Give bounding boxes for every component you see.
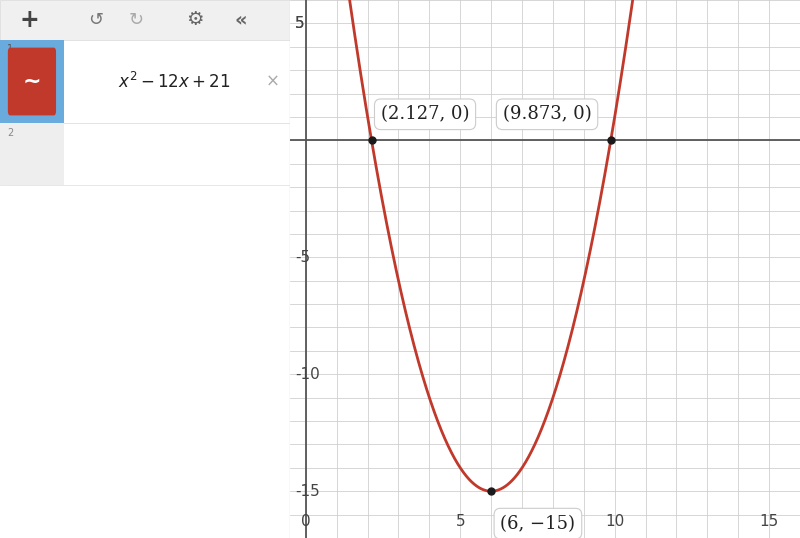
FancyBboxPatch shape — [0, 123, 290, 185]
Text: (9.873, 0): (9.873, 0) — [502, 105, 591, 123]
FancyBboxPatch shape — [0, 123, 64, 185]
Text: ↻: ↻ — [129, 11, 144, 29]
FancyBboxPatch shape — [0, 0, 290, 40]
Text: ↺: ↺ — [88, 11, 103, 29]
Text: (6, −15): (6, −15) — [501, 515, 575, 533]
Text: +: + — [19, 8, 39, 32]
Text: ×: × — [266, 73, 280, 90]
Text: 15: 15 — [759, 514, 778, 529]
Text: ~: ~ — [22, 72, 42, 91]
Text: 10: 10 — [605, 514, 624, 529]
FancyBboxPatch shape — [0, 40, 290, 123]
FancyBboxPatch shape — [8, 48, 56, 116]
Text: 0: 0 — [301, 514, 310, 529]
Text: 5: 5 — [295, 16, 305, 31]
Text: 5: 5 — [455, 514, 465, 529]
FancyBboxPatch shape — [0, 40, 64, 123]
Text: (2.127, 0): (2.127, 0) — [381, 105, 470, 123]
Text: ⚙: ⚙ — [186, 10, 203, 30]
Text: -5: -5 — [295, 250, 310, 265]
Text: -15: -15 — [295, 484, 320, 499]
Text: $x^2 - 12x + 21$: $x^2 - 12x + 21$ — [118, 72, 230, 91]
Text: 1: 1 — [7, 44, 14, 54]
Text: 5: 5 — [295, 16, 305, 31]
Text: «: « — [234, 10, 247, 30]
Text: 2: 2 — [7, 128, 14, 138]
Text: -10: -10 — [295, 367, 320, 382]
